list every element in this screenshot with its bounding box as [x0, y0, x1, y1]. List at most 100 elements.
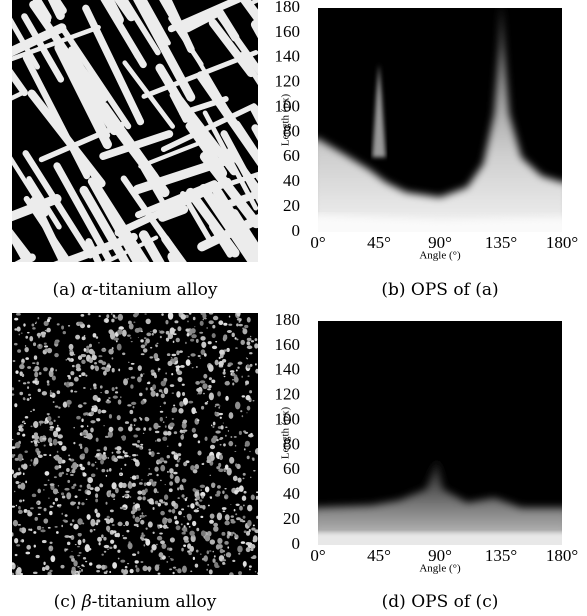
speckle — [132, 405, 135, 409]
speckle — [73, 354, 76, 356]
speckle — [95, 461, 97, 464]
speckle — [112, 562, 118, 569]
speckle — [212, 558, 216, 563]
speckle — [219, 349, 225, 355]
speckle — [180, 523, 183, 526]
speckle — [109, 570, 112, 574]
speckle — [173, 471, 178, 475]
y-tick-label: 100 — [275, 96, 301, 115]
speckle — [12, 469, 15, 475]
speckle — [136, 454, 139, 456]
speckle — [204, 437, 207, 441]
speckle — [80, 445, 83, 450]
speckle — [52, 430, 59, 438]
speckle — [243, 490, 247, 494]
speckle — [196, 507, 199, 510]
speckle — [139, 447, 143, 450]
speckle — [129, 496, 132, 498]
speckle — [82, 472, 87, 477]
speckle — [54, 526, 58, 528]
lamella — [215, 8, 240, 42]
speckle — [54, 352, 59, 358]
speckle — [36, 361, 39, 366]
speckle — [48, 545, 54, 552]
speckle — [122, 352, 126, 356]
speckle — [33, 531, 37, 534]
speckle — [199, 357, 202, 359]
speckle — [146, 382, 151, 385]
speckle — [22, 499, 25, 502]
speckle — [218, 468, 224, 473]
speckle — [203, 353, 207, 357]
speckle — [179, 429, 183, 433]
speckle — [20, 482, 26, 490]
speckle — [81, 372, 86, 377]
speckle — [127, 334, 131, 337]
speckle — [156, 438, 161, 442]
speckle — [227, 546, 230, 549]
speckle — [177, 453, 182, 457]
speckle — [192, 488, 197, 492]
speckle — [165, 372, 167, 375]
speckle — [71, 486, 75, 489]
speckle — [175, 525, 181, 531]
speckle — [132, 453, 137, 457]
lamella — [182, 7, 223, 33]
speckle — [24, 345, 27, 347]
speckle — [70, 501, 76, 506]
speckle — [50, 505, 54, 508]
speckle — [37, 343, 43, 349]
speckle — [171, 392, 175, 394]
lamella — [238, 52, 258, 144]
speckle — [62, 519, 67, 522]
speckle — [49, 426, 55, 429]
speckle — [233, 435, 237, 438]
speckle — [150, 549, 154, 553]
y-tick-label: 80 — [283, 434, 300, 453]
speckle — [159, 416, 163, 422]
speckle — [219, 548, 224, 554]
speckle — [194, 509, 198, 512]
speckle — [33, 435, 40, 440]
speckle — [49, 510, 53, 516]
speckle — [154, 430, 160, 434]
speckle — [209, 513, 215, 519]
speckle — [49, 390, 52, 392]
speckle — [91, 463, 95, 467]
speckle — [243, 448, 246, 451]
speckle — [240, 541, 246, 544]
lamella — [154, 0, 176, 18]
speckle — [34, 366, 40, 371]
speckle — [238, 430, 242, 435]
speckle — [199, 380, 206, 384]
speckle — [218, 412, 224, 416]
speckle — [208, 320, 214, 325]
speckle — [147, 521, 153, 528]
speckle — [100, 459, 104, 465]
speckle — [77, 554, 81, 557]
speckle — [20, 540, 23, 543]
speckle — [54, 497, 59, 502]
speckle — [110, 313, 113, 315]
speckle — [101, 553, 104, 556]
speckle — [59, 503, 62, 507]
speckle — [163, 431, 169, 436]
speckle — [68, 454, 71, 457]
speckle — [26, 544, 31, 550]
speckle — [56, 531, 59, 534]
speckle — [228, 315, 231, 318]
speckle — [159, 330, 165, 334]
speckle — [254, 338, 258, 342]
speckle — [52, 401, 55, 403]
speckle — [203, 373, 208, 379]
speckle — [53, 419, 56, 423]
speckle — [199, 553, 202, 555]
speckle — [120, 468, 122, 470]
speckle — [127, 481, 133, 489]
y-tick-label: 40 — [283, 484, 300, 503]
speckle — [75, 363, 81, 369]
speckle — [149, 346, 153, 349]
speckle — [67, 374, 71, 378]
speckle — [88, 348, 94, 354]
speckle — [160, 557, 163, 561]
